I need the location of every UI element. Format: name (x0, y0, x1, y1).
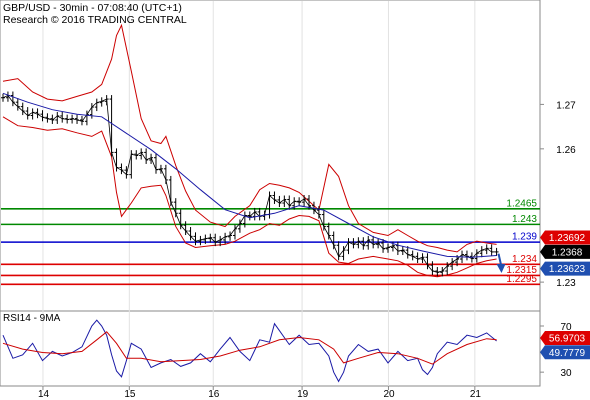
price-value-tag-text: 1.23692 (549, 233, 586, 244)
x-tick-label: 16 (208, 389, 220, 400)
support-level-label: 1.2295 (506, 274, 537, 285)
resistance-level-label: 1.2465 (506, 198, 537, 209)
rsi-layer (2, 319, 497, 383)
bollinger-lower-line (2, 116, 497, 278)
price-value-tag-bg (540, 230, 590, 245)
x-tick-label: 19 (297, 389, 309, 400)
pivot-level-label: 1.239 (512, 232, 537, 243)
rsi-tick-label: 70 (560, 322, 572, 333)
price-value-tag-text: 1.2368 (552, 247, 583, 258)
rsi-value-tag-text: 56.9703 (549, 334, 586, 345)
price-close-line (2, 95, 497, 273)
support-level-label: 1.234 (512, 254, 537, 265)
rsi-ma-line (2, 331, 497, 365)
x-tick-label: 14 (38, 389, 50, 400)
price-value-tag-text: 1.23623 (549, 264, 586, 275)
x-tick-label: 20 (383, 389, 395, 400)
resistance-level-label: 1.243 (512, 214, 537, 225)
rsi-tick-label: 30 (560, 368, 572, 379)
grid-layer (42, 1, 476, 386)
tag-layer: 1.23692 1.2368 1.23623 56.9703 49.7779 (540, 230, 590, 360)
bollinger-upper-line (2, 23, 497, 253)
price-value-tag-bg (540, 244, 590, 259)
rsi-title: RSI14 - 9MA (3, 313, 61, 324)
chart-subtitle: Research © 2016 TRADING CENTRAL (3, 14, 187, 26)
forecast-arrow-head-icon (496, 264, 506, 274)
y-tick-label: 1.26 (556, 145, 576, 156)
x-tick-label: 15 (124, 389, 136, 400)
rsi-value-tag-bg (540, 345, 590, 360)
y-tick-label: 1.27 (556, 100, 576, 111)
y-tick-label: 1.23 (556, 278, 576, 289)
rsi-value-tag-bg (540, 331, 590, 345)
main-plot-frame (0, 0, 541, 312)
price-layer (1, 91, 506, 277)
moving-average-line (2, 92, 497, 258)
rsi-plot-frame (0, 310, 541, 387)
chart-title: GBP/USD - 30min - 07:08:40 (UTC+1) (3, 2, 182, 14)
support-level-label: 1.2315 (506, 265, 537, 276)
x-tick-label: 21 (470, 389, 482, 400)
bollinger-layer (2, 23, 497, 278)
price-value-tag-bg (540, 261, 590, 276)
rsi-value-tag-text: 49.7779 (549, 348, 586, 359)
